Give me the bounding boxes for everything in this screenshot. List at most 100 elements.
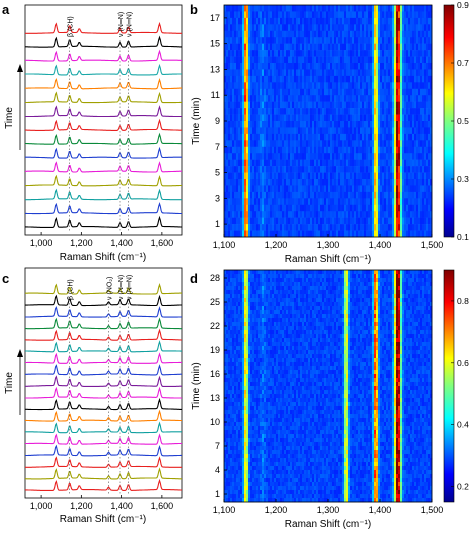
heatmap-cell bbox=[378, 88, 381, 96]
heatmap-cell bbox=[318, 159, 321, 167]
heatmap-cell bbox=[424, 114, 427, 122]
heatmap-cell bbox=[268, 172, 271, 180]
heatmap-cell bbox=[414, 140, 417, 148]
heatmap-cell bbox=[244, 286, 247, 291]
heatmap-cell bbox=[416, 82, 419, 90]
heatmap-cell bbox=[352, 294, 355, 299]
heatmap-cell bbox=[252, 146, 255, 154]
heatmap-cell bbox=[394, 286, 397, 291]
heatmap-cell bbox=[358, 95, 361, 102]
heatmap-cell bbox=[386, 140, 389, 148]
heatmap-cell bbox=[410, 37, 413, 44]
heatmap-cell bbox=[398, 82, 401, 90]
heatmap-cell bbox=[378, 95, 381, 102]
heatmap-cell bbox=[424, 140, 427, 148]
heatmap-cell bbox=[364, 286, 367, 291]
heatmap-cell bbox=[228, 43, 231, 51]
heatmap-cell bbox=[358, 69, 361, 77]
heatmap-cell bbox=[342, 75, 345, 83]
heatmap-cell bbox=[358, 101, 361, 109]
heatmap-cell bbox=[410, 290, 413, 295]
heatmap-cell bbox=[414, 37, 417, 44]
heatmap-cell bbox=[232, 198, 235, 206]
heatmap-cell bbox=[430, 282, 433, 287]
heatmap-cell bbox=[280, 101, 283, 109]
heatmap-cell bbox=[424, 37, 427, 44]
heatmap-cell bbox=[430, 217, 433, 225]
heatmap-cell bbox=[258, 43, 261, 51]
heatmap-cell bbox=[294, 133, 297, 141]
heatmap-cell bbox=[422, 159, 425, 167]
heatmap-cell bbox=[292, 101, 295, 109]
heatmap-cell bbox=[280, 121, 283, 128]
heatmap-cell bbox=[384, 95, 387, 102]
heatmap-cell bbox=[272, 204, 275, 212]
heatmap-cell bbox=[428, 185, 431, 193]
heatmap-cell bbox=[266, 5, 269, 12]
heatmap-cell bbox=[282, 11, 285, 19]
heatmap-cell bbox=[386, 270, 389, 275]
heatmap-cell bbox=[238, 211, 241, 218]
heatmap-cell bbox=[360, 179, 363, 186]
heatmap-cell bbox=[402, 302, 405, 307]
heatmap-cell bbox=[388, 270, 391, 275]
heatmap-cell bbox=[236, 56, 239, 64]
heatmap-cell bbox=[324, 5, 327, 12]
heatmap-cell bbox=[430, 159, 433, 167]
heatmap-cell bbox=[426, 274, 429, 279]
heatmap-cell bbox=[378, 290, 381, 295]
heatmap-cell bbox=[270, 56, 273, 64]
heatmap-cell bbox=[362, 56, 365, 64]
heatmap-cell bbox=[286, 24, 289, 32]
heatmap-cell bbox=[262, 286, 265, 291]
heatmap-cell bbox=[418, 133, 421, 141]
heatmap-cell bbox=[406, 230, 409, 238]
heatmap-cell bbox=[234, 298, 237, 303]
heatmap-cell bbox=[414, 204, 417, 212]
heatmap-cell bbox=[290, 302, 293, 307]
heatmap-cell bbox=[310, 11, 313, 19]
heatmap-cell bbox=[252, 310, 255, 315]
heatmap-cell bbox=[396, 294, 399, 299]
heatmap-cell bbox=[388, 278, 391, 283]
heatmap-cell bbox=[366, 191, 369, 199]
heatmap-cell bbox=[332, 294, 335, 299]
heatmap-cell bbox=[236, 274, 239, 279]
heatmap-cell bbox=[364, 56, 367, 64]
heatmap-cell bbox=[264, 191, 267, 199]
heatmap-cell bbox=[362, 191, 365, 199]
spectrum-line bbox=[25, 409, 182, 422]
heatmap-cell bbox=[236, 217, 239, 225]
heatmap-cell bbox=[364, 230, 367, 238]
heatmap-cell bbox=[282, 114, 285, 122]
heatmap-cell bbox=[324, 17, 327, 25]
heatmap-cell bbox=[256, 224, 259, 231]
heatmap-cell bbox=[390, 230, 393, 238]
heatmap-cell bbox=[336, 37, 339, 44]
heatmap-cell bbox=[238, 133, 241, 141]
heatmap-cell bbox=[378, 310, 381, 315]
spectrum-line bbox=[25, 174, 182, 187]
heatmap-cell bbox=[316, 211, 319, 218]
heatmap-cell bbox=[280, 191, 283, 199]
heatmap-cell bbox=[320, 140, 323, 148]
heatmap-cell bbox=[322, 114, 325, 122]
heatmap-cell bbox=[356, 224, 359, 231]
heatmap-cell bbox=[396, 217, 399, 225]
heatmap-cell bbox=[422, 56, 425, 64]
heatmap-cell bbox=[308, 159, 311, 167]
heatmap-cell bbox=[294, 286, 297, 291]
colorbar-tick-label: 0.1 bbox=[457, 232, 469, 242]
heatmap-cell bbox=[410, 191, 413, 199]
heatmap-cell bbox=[338, 274, 341, 279]
heatmap-cell bbox=[244, 75, 247, 83]
heatmap-cell bbox=[384, 290, 387, 295]
heatmap-cell bbox=[402, 101, 405, 109]
heatmap-cell bbox=[422, 50, 425, 57]
heatmap-cell bbox=[392, 310, 395, 315]
heatmap-cell bbox=[224, 153, 227, 160]
heatmap-cell bbox=[336, 56, 339, 64]
heatmap-cell bbox=[414, 185, 417, 193]
heatmap-cell bbox=[298, 82, 301, 90]
heatmap-cell bbox=[252, 24, 255, 32]
